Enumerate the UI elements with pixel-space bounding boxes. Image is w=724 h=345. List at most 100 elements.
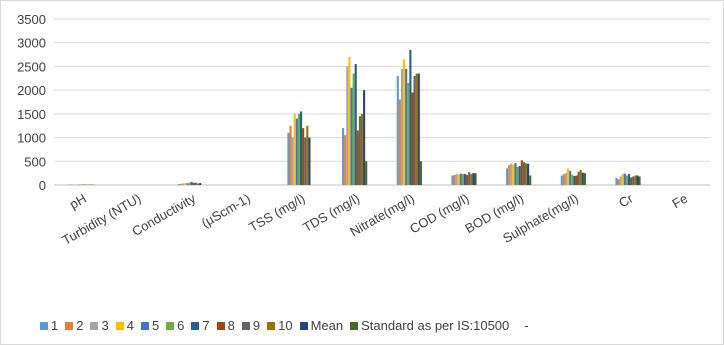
y-tick-label: 3500 <box>17 12 46 27</box>
bar-7 <box>300 111 303 185</box>
legend-item: 3 <box>90 318 109 333</box>
bar-8 <box>466 175 469 185</box>
bar-2 <box>562 174 565 185</box>
bar-standard-as-per-is-10500 <box>365 161 368 185</box>
bar-7 <box>464 174 467 185</box>
y-tick-label: 500 <box>24 154 46 169</box>
x-tick-label: pH <box>67 191 89 212</box>
legend-item: 5 <box>140 318 160 333</box>
bar-7 <box>190 182 193 185</box>
bar-7 <box>573 175 576 185</box>
bar-10 <box>524 163 528 185</box>
bar-9 <box>304 137 307 185</box>
bar-1 <box>560 175 563 185</box>
bar-mean <box>527 163 530 185</box>
legend-item: Standard as per IS:10500 <box>350 318 509 333</box>
legend-label: 10 <box>278 318 293 333</box>
bar-3 <box>564 173 568 185</box>
legend-label: 7 <box>202 318 210 333</box>
bar-4 <box>403 59 406 185</box>
bar-9 <box>577 171 580 185</box>
legend-item: 6 <box>166 318 184 333</box>
legend-item: 1 <box>40 318 58 333</box>
bar-mean <box>581 172 584 185</box>
bar-5 <box>459 173 462 185</box>
bar-standard-as-per-is-10500 <box>529 175 532 185</box>
bar-5 <box>405 68 408 185</box>
bar-2 <box>508 165 511 185</box>
bar-6 <box>407 83 410 185</box>
bar-5 <box>295 118 298 185</box>
bar-3 <box>400 68 404 185</box>
legend-trailing-mark: - <box>524 318 529 333</box>
bar-9 <box>522 162 525 185</box>
bar-5 <box>514 163 517 185</box>
bar-3 <box>182 183 185 185</box>
bar-4 <box>293 113 296 185</box>
bar-mean <box>308 137 311 185</box>
bar-1 <box>287 132 290 185</box>
bar-10 <box>470 174 473 185</box>
y-tick-label: 1000 <box>17 131 46 146</box>
bar-10 <box>415 73 418 185</box>
bar-7 <box>628 174 631 185</box>
legend-swatch <box>115 321 124 330</box>
bar-4 <box>457 174 460 185</box>
legend-swatch <box>350 321 359 330</box>
bar-8 <box>192 182 195 185</box>
bar-mean <box>472 173 475 185</box>
legend-swatch <box>40 321 48 330</box>
bar-8 <box>356 130 359 185</box>
legend-swatch <box>65 321 74 330</box>
bar-3 <box>455 174 458 185</box>
y-tick-label: 2000 <box>17 83 46 98</box>
bar-2 <box>344 135 347 185</box>
legend-item: 10 <box>267 318 293 333</box>
bar-6 <box>352 73 355 185</box>
bar-1 <box>506 168 509 185</box>
bar-2 <box>398 99 401 185</box>
bar-10 <box>634 175 637 185</box>
bar-mean <box>417 73 420 185</box>
legend-label: 9 <box>252 318 261 333</box>
legend-swatch <box>267 321 276 330</box>
bar-6 <box>571 174 574 185</box>
legend-item: 9 <box>241 318 261 333</box>
legend-item: 4 <box>115 318 134 333</box>
bar-8 <box>520 160 523 185</box>
bar-9 <box>194 182 197 185</box>
legend-label: 5 <box>151 318 160 333</box>
y-tick-label: 3000 <box>17 36 46 51</box>
bar-10 <box>579 169 582 185</box>
legend-swatch <box>241 321 250 330</box>
bar-4 <box>512 164 515 185</box>
bar-3 <box>619 176 622 185</box>
legend-label: Standard as per IS:10500 <box>361 318 510 333</box>
bar-2 <box>180 183 183 185</box>
bar-7 <box>518 166 521 185</box>
x-tick-label: (µScm-1) <box>199 191 253 231</box>
x-tick-label: Cr <box>616 190 636 210</box>
bar-mean <box>363 90 366 185</box>
bar-mean <box>636 175 639 185</box>
y-tick-label: 0 <box>39 178 46 193</box>
legend-swatch <box>216 321 225 330</box>
bar-6 <box>625 175 628 185</box>
legend-label: 8 <box>227 318 235 333</box>
bar-5 <box>350 87 353 185</box>
bar-3 <box>346 66 349 185</box>
legend-item: 8 <box>216 318 235 333</box>
bar-2 <box>289 125 292 185</box>
bar-3 <box>291 137 294 185</box>
legend-item: Mean <box>299 318 343 333</box>
legend-label: 2 <box>76 318 84 333</box>
bar-1 <box>396 75 399 185</box>
legend-swatch <box>166 321 175 330</box>
bar-7 <box>409 49 412 186</box>
legend-swatch <box>140 321 149 330</box>
legend-label: 3 <box>101 318 109 333</box>
bar-1 <box>342 128 345 185</box>
bar-8 <box>630 177 633 185</box>
